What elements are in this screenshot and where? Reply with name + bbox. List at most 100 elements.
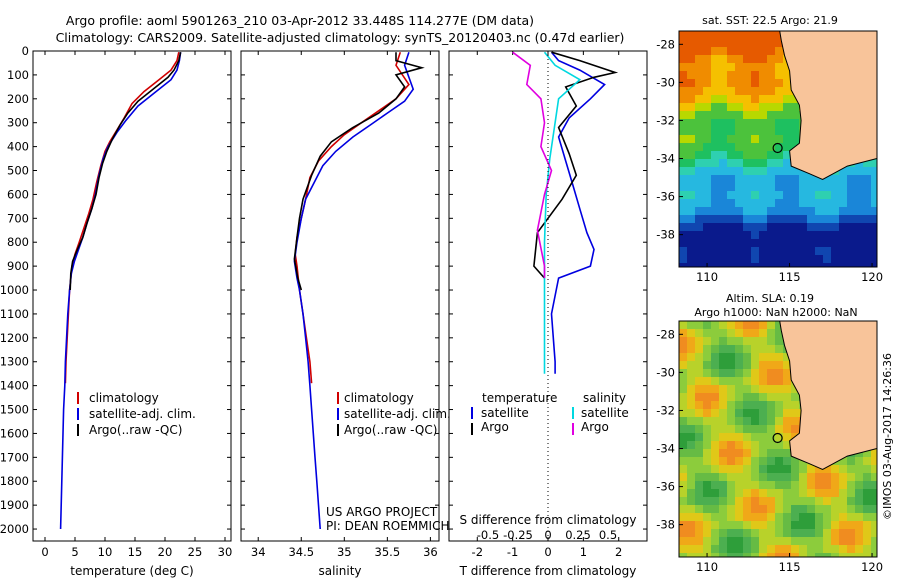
map-cell	[727, 353, 735, 361]
map-cell	[703, 175, 711, 183]
y-tick-label: 1400	[0, 379, 29, 393]
map-cell	[759, 135, 767, 143]
map-cell	[767, 545, 775, 553]
map-cell	[679, 457, 687, 465]
map-cell	[823, 231, 831, 239]
y-tick-label: -30	[656, 75, 675, 89]
map-cell	[679, 63, 687, 71]
map-cell	[687, 497, 695, 505]
map-cell	[751, 433, 759, 441]
map-cell	[703, 329, 711, 337]
map-cell	[767, 425, 775, 433]
map-cell	[719, 457, 727, 465]
map-cell	[695, 175, 703, 183]
map-cell	[847, 537, 855, 545]
map-cell	[719, 191, 727, 199]
map-cell	[687, 545, 695, 553]
map-cell	[719, 183, 727, 191]
map-cell	[695, 47, 703, 55]
map-cell	[719, 199, 727, 207]
map-cell	[711, 321, 719, 329]
map-cell	[767, 529, 775, 537]
map-cell	[871, 497, 877, 505]
map-cell	[791, 175, 799, 183]
map-cell	[783, 513, 791, 521]
map-cell	[839, 537, 847, 545]
map-cell	[767, 409, 775, 417]
map-cell	[695, 473, 703, 481]
map-cell	[839, 239, 847, 247]
map-cell	[823, 183, 831, 191]
map-cell	[759, 401, 767, 409]
map-cell	[775, 545, 783, 553]
map-cell	[847, 505, 855, 513]
map-cell	[767, 39, 775, 47]
map-cell	[743, 337, 751, 345]
map-cell	[679, 167, 687, 175]
map-cell	[759, 87, 767, 95]
map-cell	[679, 417, 687, 425]
map-cell	[727, 505, 735, 513]
map-cell	[695, 55, 703, 63]
map-cell	[839, 215, 847, 223]
map-cell	[711, 441, 719, 449]
map-cell	[687, 119, 695, 127]
map-cell	[775, 55, 783, 63]
map-cell	[783, 465, 791, 473]
map-cell	[687, 143, 695, 151]
map-cell	[719, 47, 727, 55]
map-cell	[751, 71, 759, 79]
map-cell	[743, 191, 751, 199]
map-cell	[863, 247, 871, 255]
map-cell	[743, 425, 751, 433]
map-cell	[775, 369, 783, 377]
map-cell	[703, 473, 711, 481]
map-cell	[735, 111, 743, 119]
map-cell	[767, 111, 775, 119]
map-cell	[831, 215, 839, 223]
map-cell	[871, 529, 877, 537]
difference-xlabel: T difference from climatology	[459, 564, 637, 578]
map-cell	[783, 167, 791, 175]
map-cell	[775, 71, 783, 79]
map-cell	[871, 215, 877, 223]
map-cell	[687, 151, 695, 159]
map-cell	[735, 119, 743, 127]
map-cell	[775, 39, 783, 47]
map-cell	[679, 135, 687, 143]
map-cell	[695, 457, 703, 465]
map-cell	[719, 79, 727, 87]
map-cell	[735, 87, 743, 95]
map-cell	[759, 263, 767, 267]
map-cell	[687, 465, 695, 473]
y-tick-label: 1800	[0, 474, 29, 488]
map-cell	[727, 401, 735, 409]
legend-label-argo: Argo(..raw -QC)	[89, 423, 182, 437]
x-tick-label: 30	[218, 545, 233, 559]
map-cell	[727, 63, 735, 71]
map-cell	[695, 239, 703, 247]
map-cell	[743, 409, 751, 417]
map-cell	[767, 175, 775, 183]
map-cell	[863, 505, 871, 513]
map-cell	[751, 401, 759, 409]
map-cell	[695, 385, 703, 393]
map-cell	[871, 231, 877, 239]
map-cell	[767, 377, 775, 385]
map-cell	[767, 513, 775, 521]
map-cell	[727, 199, 735, 207]
map-cell	[791, 199, 799, 207]
map-cell	[687, 401, 695, 409]
map-cell	[791, 537, 799, 545]
map-cell	[687, 457, 695, 465]
map-cell	[703, 321, 711, 329]
map-cell	[727, 175, 735, 183]
map-cell	[711, 143, 719, 151]
map-cell	[743, 143, 751, 151]
map-cell	[687, 553, 695, 557]
map-cell	[815, 247, 823, 255]
map-cell	[791, 489, 799, 497]
map-cell	[751, 497, 759, 505]
map-cell	[871, 199, 877, 207]
map-cell	[823, 239, 831, 247]
